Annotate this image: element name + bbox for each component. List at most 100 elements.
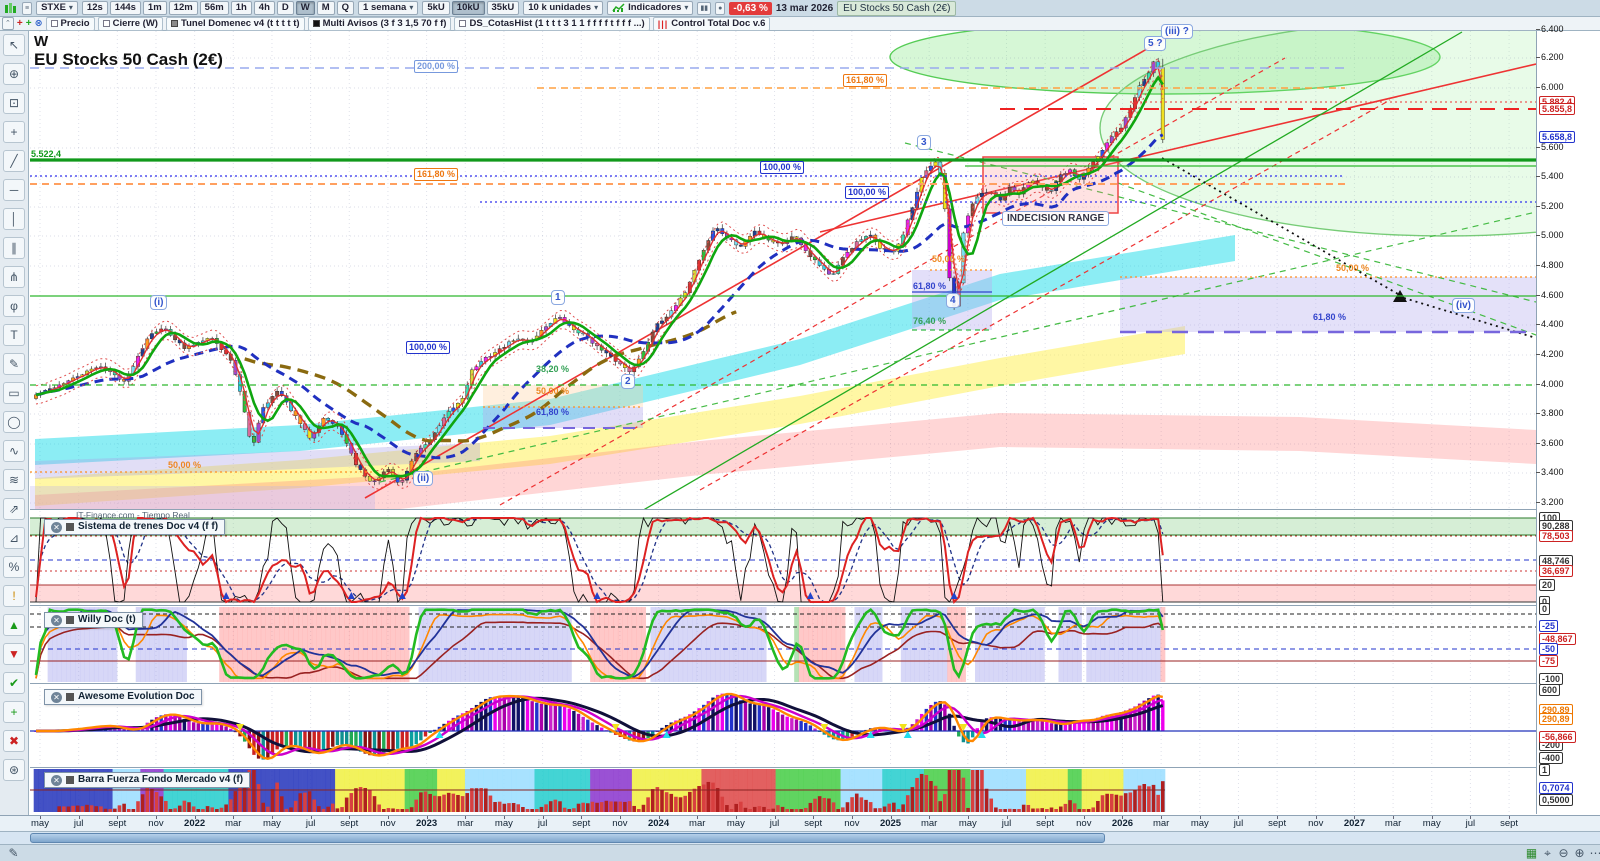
wave-label-i[interactable]: (i) <box>150 295 168 310</box>
overlay-item-2[interactable]: Tunel Domenec v4 (t t t t t) <box>165 16 305 31</box>
zoom-in-icon[interactable]: ⊕ <box>1574 846 1585 860</box>
collapse-icon[interactable]: ⌃ <box>2 17 14 30</box>
sell-marker-tool-icon[interactable]: ▼ <box>3 643 25 665</box>
units-dropdown[interactable]: 10 k unidades ▾ <box>523 1 604 15</box>
text-tool-icon[interactable]: T <box>3 324 25 346</box>
rectangle-tool-icon[interactable]: ▭ <box>3 382 25 404</box>
horizontal-line-tool-icon[interactable]: ─ <box>3 179 25 201</box>
zigzag-tool-icon[interactable]: ≋ <box>3 469 25 491</box>
percent-tool-icon[interactable]: % <box>3 556 25 578</box>
close-icon[interactable]: ✕ <box>51 774 62 786</box>
trendline-tool-icon[interactable]: ╱ <box>3 150 25 172</box>
fib-label-0[interactable]: 200,00 % <box>414 60 459 73</box>
main-chart-canvas[interactable] <box>30 31 1536 814</box>
overlay-item-0[interactable]: Precio <box>45 16 95 31</box>
add-green-icon[interactable]: + <box>25 17 32 29</box>
overlay-item-1[interactable]: Cierre (W) <box>97 16 163 31</box>
wave-label-iv[interactable]: (iv) <box>1452 298 1475 313</box>
fib-label-12[interactable]: 76,40 % <box>913 316 947 326</box>
unit-button-10kU[interactable]: 10kU <box>451 1 485 15</box>
layers-icon[interactable]: ≡ <box>22 1 33 15</box>
unit-button-5kU[interactable]: 5kU <box>422 1 450 15</box>
buy-marker-tool-icon[interactable]: ▲ <box>3 614 25 636</box>
add-tool-icon[interactable]: + <box>3 701 25 723</box>
date-axis[interactable]: may jul sept nov 2022 mar may jul sept nov 2023 mar… <box>0 815 1600 831</box>
overlay-item-3[interactable]: Multi Avisos (3 f 3 1,5 70 f f) <box>307 16 452 31</box>
fib-label-7[interactable]: 50,00 % <box>536 386 570 396</box>
timeframe-button-56m[interactable]: 56m <box>199 1 229 15</box>
price-axis[interactable]: 6.400 6.200 6.000 5.600 5.400 5.200 5.000 4.800… <box>1536 24 1600 814</box>
arrow-tool-icon[interactable]: ⇗ <box>3 498 25 520</box>
timeframe-button-12s[interactable]: 12s <box>81 1 108 15</box>
pitchfork-tool-icon[interactable]: ⋔ <box>3 266 25 288</box>
fib-label-6[interactable]: 38,20 % <box>536 364 570 374</box>
timeframe-button-M[interactable]: M <box>316 1 335 15</box>
wave-label-2[interactable]: 2 <box>621 374 635 389</box>
scrollbar-thumb[interactable] <box>30 833 1105 843</box>
timeframe-button-4h[interactable]: 4h <box>253 1 275 15</box>
crosshair-tool-icon[interactable]: + <box>3 121 25 143</box>
record-icon[interactable]: ● <box>715 1 726 15</box>
panel-tab-0[interactable]: ✕ Sistema de trenes Doc v4 (f f) <box>44 519 226 535</box>
fib-label-1[interactable]: 161,80 % <box>843 74 888 87</box>
fib-label-11[interactable]: 61,80 % <box>913 281 947 291</box>
panel-tab-2[interactable]: ✕ Awesome Evolution Doc <box>44 689 202 705</box>
overlay-item-4[interactable]: DS_CotasHist (1 t t t 3 1 1 f f f f t f … <box>454 16 650 31</box>
wave-label-4[interactable]: 4 <box>946 293 960 308</box>
unit-button-35kU[interactable]: 35kU <box>486 1 520 15</box>
zoom-in-tool-icon[interactable]: ⊕ <box>3 63 25 85</box>
wave-label-5[interactable]: 5 ? <box>1144 36 1167 51</box>
instrument-label[interactable]: EU Stocks 50 Cash (2€) <box>837 0 957 16</box>
calendar-zoom-icon[interactable]: ▦ <box>1525 846 1538 860</box>
fib-label-10[interactable]: 50,00 % <box>932 254 966 264</box>
wave-label-3[interactable]: 3 <box>917 135 931 150</box>
close-circle-icon[interactable]: ⊗ <box>34 18 43 29</box>
timeframe-button-1h[interactable]: 1h <box>230 1 252 15</box>
channel-tool-icon[interactable]: ∥ <box>3 237 25 259</box>
settings-tool-icon[interactable]: ⊛ <box>3 759 25 781</box>
fib-label-3[interactable]: 100,00 % <box>760 161 805 174</box>
fib-label-8[interactable]: 61,80 % <box>536 407 570 417</box>
more-icon[interactable]: ⋯ <box>1589 846 1600 860</box>
panel-tab-1[interactable]: ✕ Willy Doc (t) <box>44 612 143 628</box>
timeframe-button-144s[interactable]: 144s <box>109 1 141 15</box>
ellipse-tool-icon[interactable]: ◯ <box>3 411 25 433</box>
pencil-tool-icon[interactable]: ✎ <box>3 353 25 375</box>
fib-label-5[interactable]: 100,00 % <box>406 341 451 354</box>
alert-tool-icon[interactable]: ! <box>3 585 25 607</box>
indecision-range-label[interactable]: INDECISION RANGE <box>1002 211 1110 226</box>
wave-label-iii[interactable]: (iii) ? <box>1161 24 1193 39</box>
indicators-dropdown[interactable]: Indicadores ▾ <box>607 1 694 15</box>
wave-label-1[interactable]: 1 <box>551 290 565 305</box>
fib-label-9[interactable]: 50,00 % <box>168 460 202 470</box>
fibonacci-tool-icon[interactable]: φ <box>3 295 25 317</box>
zoom-out-icon[interactable]: ⊖ <box>1558 846 1569 860</box>
close-icon[interactable]: ✕ <box>51 614 62 626</box>
fib-label-14[interactable]: 61,80 % <box>1313 312 1347 322</box>
panel-tab-3[interactable]: ✕ Barra Fuerza Fondo Mercado v4 (f) <box>44 772 251 788</box>
draw-icon[interactable]: ✎ <box>8 846 19 860</box>
add-red-icon[interactable]: + <box>16 17 23 29</box>
close-icon[interactable]: ✕ <box>51 521 62 533</box>
fib-label-13[interactable]: 50,00 % <box>1336 263 1370 273</box>
timeframe-button-12m[interactable]: 12m <box>168 1 198 15</box>
zoom-vertical-icon[interactable]: ⌖ <box>1544 846 1551 860</box>
pointer-tool-icon[interactable]: ↖ <box>3 34 25 56</box>
measure-tool-icon[interactable]: ⊿ <box>3 527 25 549</box>
timeframe-button-W[interactable]: W <box>295 1 315 15</box>
vertical-line-tool-icon[interactable]: │ <box>3 208 25 230</box>
timeframe-button-1m[interactable]: 1m <box>142 1 167 15</box>
zoom-box-tool-icon[interactable]: ⊡ <box>3 92 25 114</box>
fib-label-4[interactable]: 100,00 % <box>845 186 890 199</box>
timeframe-button-D[interactable]: D <box>276 1 294 15</box>
wave-label-ii[interactable]: (ii) <box>413 471 434 486</box>
confirm-tool-icon[interactable]: ✔ <box>3 672 25 694</box>
close-icon[interactable]: ✕ <box>51 691 62 703</box>
delete-tool-icon[interactable]: ✖ <box>3 730 25 752</box>
pause-icon[interactable]: ▮▮ <box>697 1 712 15</box>
period-dropdown[interactable]: 1 semana ▾ <box>358 1 419 15</box>
horizontal-scrollbar[interactable] <box>0 831 1600 844</box>
wave-tool-icon[interactable]: ∿ <box>3 440 25 462</box>
timeframe-button-Q[interactable]: Q <box>336 1 355 15</box>
symbol-dropdown[interactable]: STXE ▾ <box>36 1 78 15</box>
